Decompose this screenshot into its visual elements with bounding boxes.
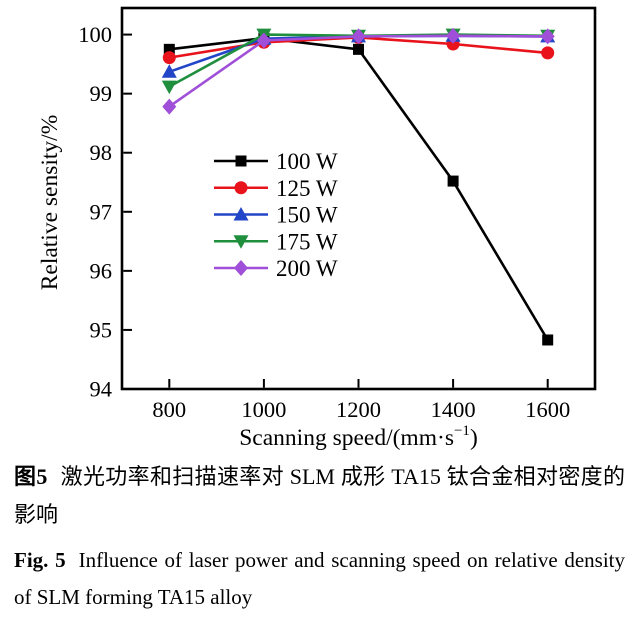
- y-tick-label: 94: [90, 377, 113, 402]
- data-marker-150-w: [161, 64, 177, 78]
- y-tick-label: 96: [90, 258, 113, 283]
- plot-frame: [120, 6, 597, 391]
- line-chart: 94 95 96 97 98 99 100 800 1000 1200 1400 1600 Scanni…: [37, 6, 597, 451]
- data-marker-175-w: [161, 80, 177, 95]
- caption-chinese: 图5 激光功率和扫描速率对 SLM 成形 TA15 钛合金相对密度的影响: [0, 458, 639, 534]
- y-tick-label: 100: [78, 22, 112, 47]
- y-axis-label: Relative sensity/%: [37, 115, 63, 291]
- caption-english: Fig. 5 Influence of laser power and scann…: [0, 542, 639, 616]
- x-tick-label: 1400: [431, 397, 476, 422]
- y-tick-label: 97: [90, 199, 113, 224]
- x-axis-label: Scanning speed/(mm·s−1): [239, 423, 478, 451]
- data-marker-125-w: [541, 46, 555, 60]
- y-tick-label: 95: [90, 317, 113, 342]
- data-marker-100-w: [163, 43, 175, 55]
- legend-label: 150 W: [276, 203, 338, 228]
- data-marker-100-w: [447, 175, 459, 187]
- y-tick-label: 98: [90, 140, 113, 165]
- legend-marker: [234, 260, 248, 276]
- y-tick-label: 99: [90, 81, 113, 106]
- data-marker-100-w: [542, 334, 554, 346]
- legend-marker: [234, 181, 248, 195]
- caption-en-label: Fig. 5: [14, 548, 66, 572]
- data-marker-200-w: [351, 28, 366, 45]
- x-tick-label: 1200: [336, 397, 381, 422]
- data-marker-200-w: [256, 32, 271, 49]
- x-tick-label: 800: [152, 397, 186, 422]
- x-tick-label: 1000: [241, 397, 286, 422]
- legend-label: 200 W: [276, 256, 338, 281]
- legend-label: 125 W: [276, 176, 338, 201]
- data-marker-125-w: [162, 51, 176, 65]
- legend-label: 175 W: [276, 229, 338, 254]
- legend-marker: [235, 155, 247, 167]
- legend-marker: [233, 207, 249, 221]
- legend-label: 100 W: [276, 149, 338, 174]
- x-tick-label: 1600: [525, 397, 570, 422]
- data-marker-200-w: [446, 27, 461, 44]
- data-marker-100-w: [353, 43, 364, 55]
- data-marker-200-w: [162, 98, 177, 115]
- data-marker-200-w: [540, 28, 555, 45]
- caption-zh-text: 激光功率和扫描速率对 SLM 成形 TA15 钛合金相对密度的影响: [14, 464, 625, 527]
- caption-zh-label: 图5: [14, 464, 48, 489]
- caption-en-text: Influence of laser power and scanning sp…: [14, 548, 625, 609]
- legend-marker: [233, 235, 249, 249]
